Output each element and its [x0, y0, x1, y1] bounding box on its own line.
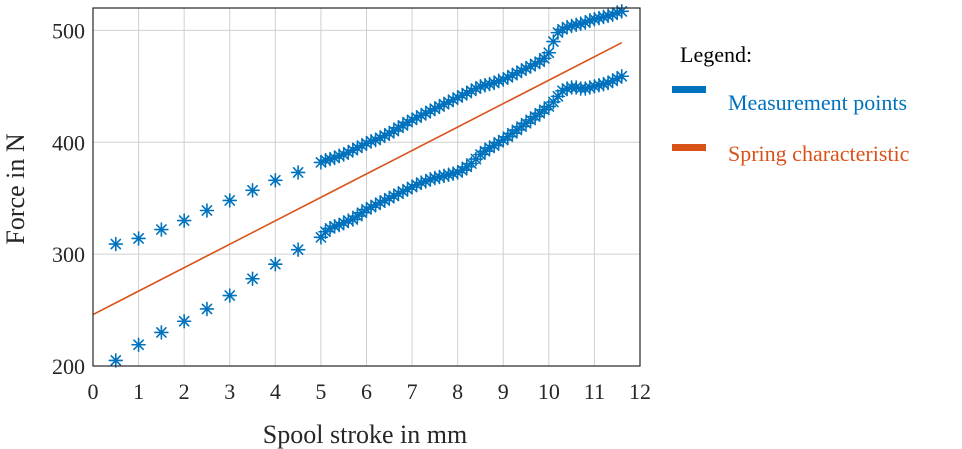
- x-tick-label: 1: [133, 379, 144, 404]
- x-tick-label: 3: [224, 379, 235, 404]
- measurement-point-lower: [199, 301, 215, 317]
- measurement-point-upper: [268, 172, 283, 188]
- measurement-point-lower: [400, 181, 415, 197]
- x-tick-label: 4: [270, 379, 281, 404]
- y-tick-label: 400: [52, 130, 85, 155]
- measurement-point-upper: [413, 108, 429, 123]
- measurement-point-upper: [176, 213, 192, 228]
- y-axis-label: Force in N: [1, 133, 30, 244]
- x-tick-label: 2: [179, 379, 190, 404]
- measurement-point-lower: [290, 242, 306, 257]
- x-tick-label: 5: [315, 379, 326, 404]
- spring-characteristic-line: [92, 41, 623, 316]
- measurement-point-lower: [176, 313, 192, 329]
- y-tick-label: 200: [52, 354, 85, 379]
- measurement-point-upper: [131, 231, 146, 246]
- measurement-point-lower: [245, 271, 260, 287]
- measurement-point-upper: [154, 222, 169, 237]
- y-tick-label: 500: [52, 18, 85, 43]
- x-tick-label: 6: [361, 379, 372, 404]
- measurement-point-upper: [450, 90, 465, 105]
- measurement-point-upper: [199, 203, 215, 218]
- x-tick-label: 11: [584, 379, 605, 404]
- x-axis-label: Spool stroke in mm: [263, 420, 467, 449]
- x-tick-label: 0: [88, 379, 99, 404]
- plot-frame: [92, 7, 641, 367]
- y-tick-label: 300: [52, 242, 85, 267]
- legend-swatch-measurement-points: [672, 86, 706, 93]
- legend-label-measurement-points: Measurement points: [728, 90, 907, 115]
- x-tick-label: 7: [407, 379, 418, 404]
- measurement-point-lower: [614, 68, 630, 84]
- measurement-point-lower: [268, 256, 283, 272]
- measurement-point-upper: [290, 165, 306, 180]
- x-tick-label: 12: [629, 379, 651, 404]
- measurement-point-upper: [108, 236, 124, 252]
- measurement-point-upper: [614, 4, 630, 19]
- plot-series: [92, 4, 630, 368]
- legend: Legend: Measurement points Spring charac…: [672, 42, 910, 166]
- measurement-point-lower: [108, 353, 124, 368]
- legend-swatch-spring-characteristic: [672, 144, 706, 151]
- measurement-point-lower: [222, 288, 238, 303]
- measurement-point-upper: [427, 101, 443, 116]
- measurement-point-upper: [245, 183, 260, 198]
- measurement-point-upper: [541, 45, 557, 61]
- x-tick-label: 10: [538, 379, 560, 404]
- x-tick-label: 9: [498, 379, 509, 404]
- legend-label-spring-characteristic: Spring characteristic: [728, 141, 910, 166]
- measurement-point-lower: [131, 337, 146, 353]
- measurement-point-lower: [154, 325, 169, 340]
- legend-title: Legend:: [680, 42, 752, 67]
- x-tick-label: 8: [452, 379, 463, 404]
- measurement-point-upper: [222, 193, 238, 208]
- grid: [93, 8, 640, 367]
